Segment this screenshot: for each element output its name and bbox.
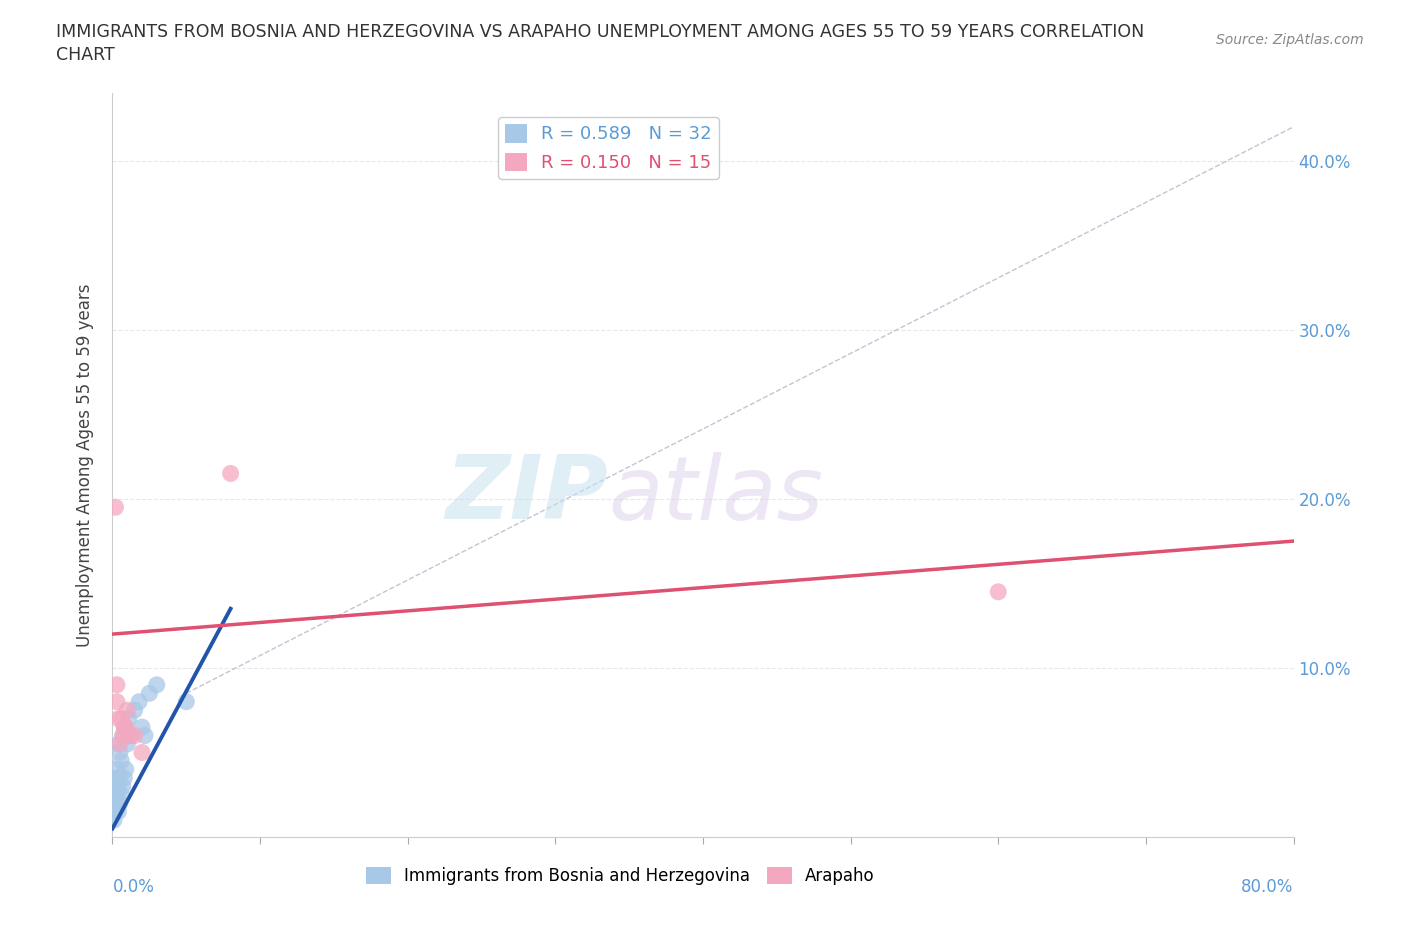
Point [107, 778, 129, 793]
Point [114, 720, 136, 735]
Point [111, 728, 134, 743]
Point [105, 796, 128, 811]
Text: 80.0%: 80.0% [1241, 878, 1294, 896]
Point [104, 788, 127, 803]
Point [117, 737, 138, 751]
Text: IMMIGRANTS FROM BOSNIA AND HERZEGOVINA VS ARAPAHO UNEMPLOYMENT AMONG AGES 55 TO : IMMIGRANTS FROM BOSNIA AND HERZEGOVINA V… [56, 23, 1144, 41]
Point [131, 720, 153, 735]
Point [105, 762, 128, 777]
Point [108, 745, 131, 760]
Point [107, 737, 129, 751]
Point [146, 677, 169, 692]
Text: 0.0%: 0.0% [112, 878, 155, 896]
Point [987, 584, 1010, 599]
Point [112, 770, 135, 785]
Point [103, 796, 125, 811]
Text: CHART: CHART [56, 46, 115, 63]
Y-axis label: Unemployment Among Ages 55 to 59 years: Unemployment Among Ages 55 to 59 years [76, 284, 94, 646]
Point [111, 778, 134, 793]
Point [118, 711, 141, 726]
Point [110, 711, 132, 726]
Point [138, 685, 160, 700]
Point [105, 695, 128, 710]
Point [105, 788, 128, 803]
Point [104, 778, 127, 793]
Point [108, 770, 131, 785]
Legend: Immigrants from Bosnia and Herzegovina, Arapaho: Immigrants from Bosnia and Herzegovina, … [359, 860, 882, 892]
Point [110, 788, 132, 803]
Point [111, 728, 134, 743]
Point [103, 813, 125, 828]
Point [112, 720, 135, 735]
Point [107, 711, 129, 726]
Point [110, 753, 132, 768]
Point [120, 728, 142, 743]
Point [128, 695, 150, 710]
Point [174, 695, 197, 710]
Point [124, 728, 146, 743]
Point [112, 720, 135, 735]
Text: atlas: atlas [609, 452, 824, 538]
Text: ZIP: ZIP [446, 451, 609, 538]
Point [105, 770, 128, 785]
Point [108, 737, 131, 751]
Point [105, 677, 128, 692]
Text: Source: ZipAtlas.com: Source: ZipAtlas.com [1216, 33, 1364, 46]
Point [219, 466, 242, 481]
Point [124, 703, 146, 718]
Point [134, 728, 156, 743]
Point [104, 804, 127, 819]
Point [108, 796, 131, 811]
Point [107, 804, 129, 819]
Point [117, 703, 138, 718]
Point [104, 499, 127, 514]
Point [114, 762, 136, 777]
Point [131, 745, 153, 760]
Point [120, 728, 142, 743]
